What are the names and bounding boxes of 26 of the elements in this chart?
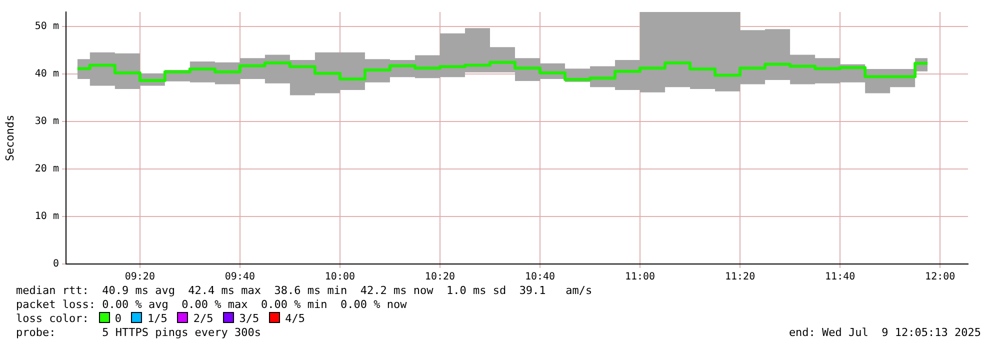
- text: 4/5: [285, 312, 305, 325]
- y-axis-title: Seconds: [3, 114, 16, 162]
- text: 3/5: [239, 312, 260, 325]
- y-tick-label: 10 m: [34, 211, 59, 222]
- y-tick-label: 40 m: [34, 68, 59, 80]
- text: probe: 5 HTTPS pings every 300s: [16, 326, 262, 339]
- y-tick-label: 30 m: [34, 116, 59, 127]
- y-tick-label: 20 m: [34, 164, 59, 174]
- y-tick-label: 50 m: [34, 20, 59, 32]
- x-tick-label: 10:00: [324, 272, 356, 283]
- y-tick-label: 0: [52, 258, 59, 270]
- x-tick-label: 09:40: [224, 272, 256, 283]
- x-tick-label: 10:40: [524, 272, 556, 283]
- text: end: Wed Jul 9 12:05:13 2025: [788, 326, 981, 340]
- text: median rtt: 40.9 ms avg 42.4 ms max 38.6 ms min 42.2 ms now 1.0 ms sd 39.1 am/s: [16, 284, 592, 297]
- text: packet loss: 0.00 % avg 0.00 % max 0.00 % min 0.00 % now: [16, 298, 407, 311]
- x-tick-label: 11:20: [724, 272, 756, 283]
- x-tick-label: 10:20: [424, 272, 456, 283]
- text: 0: [114, 312, 122, 325]
- x-tick-label: 09:20: [124, 272, 155, 283]
- x-tick-label: 12:00: [925, 272, 956, 283]
- text: 2/5: [193, 312, 214, 325]
- x-tick-label: 11:00: [624, 272, 656, 283]
- text: 1/5: [147, 312, 168, 325]
- text: loss color:: [16, 312, 89, 325]
- x-tick-label: 11:40: [825, 272, 856, 283]
